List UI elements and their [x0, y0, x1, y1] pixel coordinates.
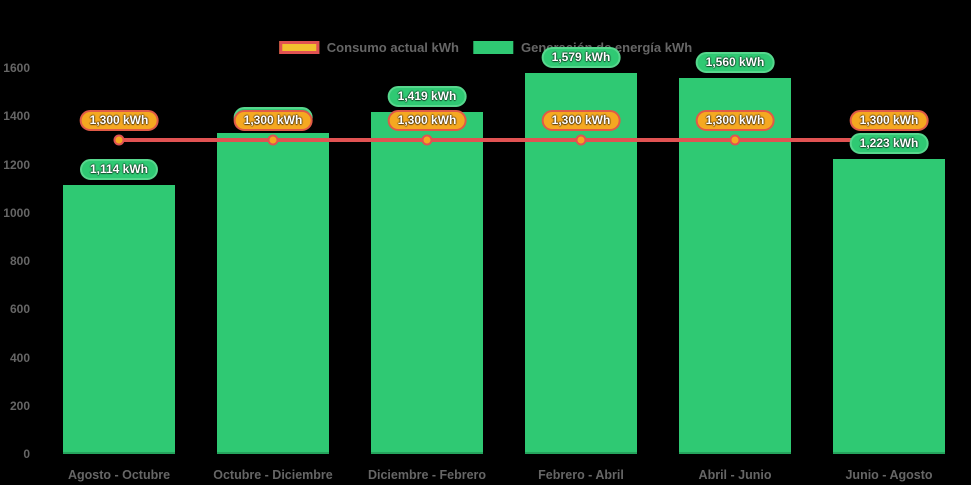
y-axis-tick-label: 400 — [9, 350, 30, 365]
consumption-value-label: 1,300 kWh — [233, 110, 313, 132]
generation-value-label: 1,419 kWh — [387, 85, 467, 107]
generation-bar[interactable] — [217, 133, 329, 454]
consumption-line-point[interactable] — [575, 134, 587, 146]
consumption-value-label: 1,300 kWh — [849, 110, 929, 132]
y-axis-tick-label: 1600 — [3, 61, 30, 75]
y-axis-tick-label: 1200 — [3, 157, 30, 172]
generation-bar[interactable] — [833, 158, 945, 454]
consumption-line-point[interactable] — [113, 134, 125, 146]
generation-value-label: 1,223 kWh — [849, 132, 929, 154]
generation-value-label: 1,579 kWh — [541, 47, 621, 69]
generation-value-label: 1,560 kWh — [695, 51, 775, 73]
consumption-value-label: 1,300 kWh — [79, 110, 159, 132]
y-axis-tick-label: 1000 — [3, 205, 30, 220]
legend-item-consumo-actual[interactable]: Consumo actual kWh — [278, 40, 459, 55]
generacion-swatch-icon — [472, 41, 513, 54]
x-axis-label: Diciembre - Febrero — [367, 468, 487, 482]
consumption-value-label: 1,300 kWh — [541, 110, 621, 132]
y-axis-tick-label: 1400 — [3, 109, 30, 124]
x-axis-label: Junio - Agosto — [845, 468, 933, 482]
consumption-line-point[interactable] — [421, 134, 433, 146]
consumption-line-point[interactable] — [267, 134, 279, 146]
x-axis-label: Octubre - Diciembre — [213, 468, 333, 482]
consumption-line — [119, 138, 889, 143]
x-axis-label: Agosto - Octubre — [67, 468, 171, 482]
y-axis-tick-label: 800 — [9, 254, 30, 268]
y-axis-tick-label: 200 — [9, 398, 30, 413]
generation-bar[interactable] — [63, 185, 175, 454]
generation-value-label: 1,114 kWh — [79, 159, 159, 181]
consumption-line-point[interactable] — [729, 134, 741, 146]
consumption-value-label: 1,300 kWh — [387, 110, 467, 132]
x-axis-label: Abril - Junio — [698, 468, 772, 482]
x-axis-label: Febrero - Abril — [538, 468, 624, 482]
consumo-swatch-icon — [278, 41, 319, 54]
y-axis-tick-label: 0 — [23, 447, 30, 461]
y-axis-tick-label: 600 — [9, 302, 30, 317]
generation-bar[interactable] — [371, 111, 483, 454]
legend: Consumo actual kWh Generación de energía… — [278, 40, 692, 55]
legend-label-consumo: Consumo actual kWh — [326, 40, 459, 55]
consumption-value-label: 1,300 kWh — [695, 110, 775, 132]
